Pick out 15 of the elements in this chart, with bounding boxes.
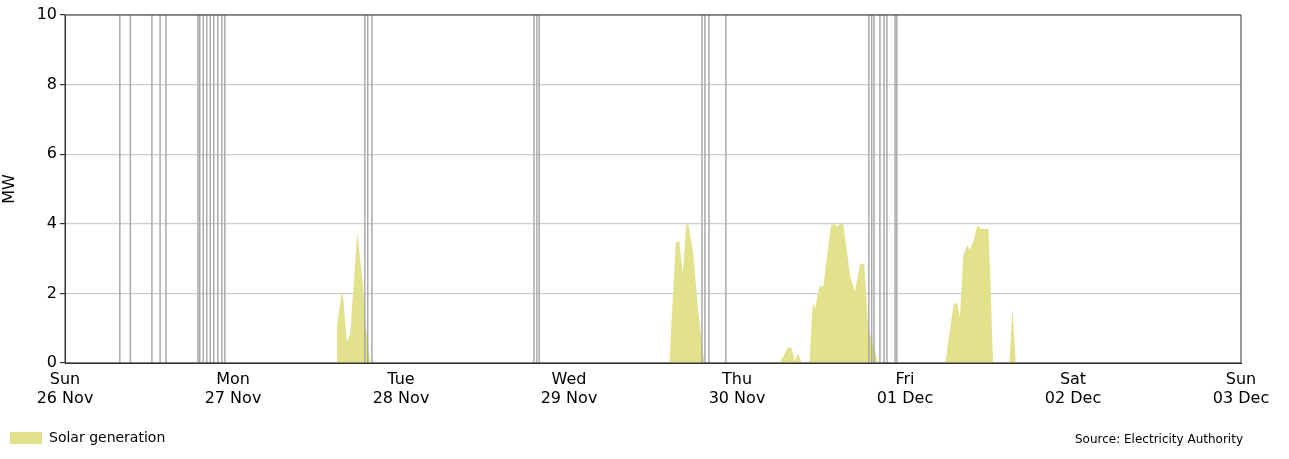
source-note: Source: Electricity Authority — [1074, 432, 1243, 447]
legend-label: Solar generation — [49, 428, 166, 445]
y-tick-label: 6 — [46, 143, 57, 163]
x-tick-label: Fri 01 Dec — [876, 368, 934, 407]
y-tick-label: 4 — [46, 212, 57, 232]
x-tick-label: Wed 29 Nov — [540, 368, 598, 407]
x-tick-label: Mon 27 Nov — [204, 368, 262, 407]
y-axis-title: MW — [0, 174, 18, 204]
x-tick-label: Tue 28 Nov — [372, 368, 430, 407]
x-tick-label: Sun 03 Dec — [1212, 368, 1270, 407]
y-tick-label: 2 — [46, 282, 57, 302]
x-tick-label: Sat 02 Dec — [1044, 368, 1102, 407]
y-tick-label: 8 — [46, 73, 57, 93]
x-tick-label: Thu 30 Nov — [708, 368, 766, 407]
y-tick-label: 10 — [36, 4, 57, 24]
